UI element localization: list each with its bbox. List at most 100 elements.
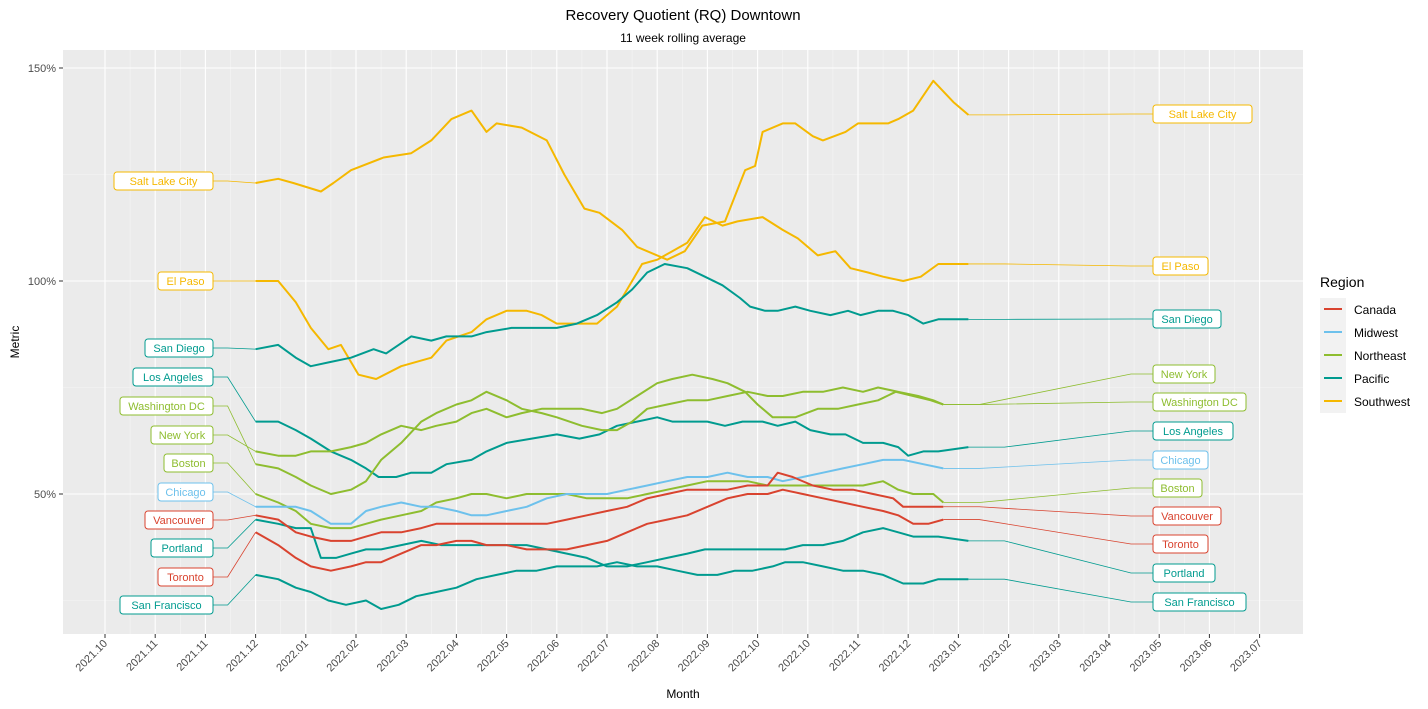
label-connector-right [968,263,1153,267]
label-box-right [1152,421,1234,441]
legend-item-canada: Canada [1320,298,1410,321]
legend-key [1320,344,1346,367]
label-connector-left [213,574,256,606]
label-box-right [1152,563,1216,583]
label-connector-right [968,430,1153,448]
legend-key-line [1324,308,1342,310]
x-tick-label: 2021.11 [174,638,210,674]
series-label-right-portland: Portland [1164,568,1205,580]
x-tick-label: 2022.03 [375,638,412,675]
x-tick-label: 2023.02 [977,638,1014,675]
x-tick-label: 2022.11 [827,638,863,674]
x-tick-label: 2022.08 [626,638,663,675]
legend-title: Region [1320,274,1365,290]
series-label-left-boston: Boston [171,458,205,470]
series-label-right-vancouver: Vancouver [1161,511,1213,523]
series-label-right-new-york: New York [1161,369,1208,381]
label-box-right [1152,534,1209,554]
legend-label: Southwest [1354,394,1411,409]
legend-label: Pacific [1354,371,1390,386]
label-connector-left [213,462,256,495]
x-axis-title: Month [666,687,699,701]
label-box-left [144,338,214,358]
x-tick-label: 2022.01 [274,638,311,675]
label-box-left [163,453,214,473]
series-label-left-los-angeles: Los Angeles [143,372,203,384]
series-label-right-los-angeles: Los Angeles [1163,426,1223,438]
legend-key [1320,390,1346,413]
x-tick-label: 2021.11 [124,638,160,674]
x-tick-label: 2022.09 [676,638,713,675]
series-label-right-salt-lake-city: Salt Lake City [1169,109,1237,121]
legend-item-southwest: Southwest [1320,390,1410,413]
label-box-right [1152,392,1247,412]
y-tick-label: 100% [28,276,56,288]
chart-subtitle: 11 week rolling average [620,31,746,45]
x-tick-label: 2021.12 [224,638,261,675]
label-connector-right [943,487,1153,503]
label-box-left [113,171,214,191]
y-tick-label: 150% [28,63,56,75]
legend-key [1320,298,1346,321]
label-connector-left [213,405,256,465]
label-connector-right [943,401,1153,405]
x-tick-label: 2023.01 [927,638,964,675]
legend-label: Northeast [1354,348,1407,363]
label-connector-right [968,113,1153,116]
series-line-san-diego [255,263,969,368]
label-connector-right [943,506,1153,517]
label-box-left [132,367,214,387]
label-connector-right [943,459,1153,469]
y-axis-title: Metric [8,326,22,359]
x-tick-label: 2022.10 [726,638,763,675]
series-label-left-san-diego: San Diego [153,343,204,355]
x-tick-label: 2023.04 [1078,638,1115,675]
series-line-washington-dc [255,386,944,495]
series-label-left-el-paso: El Paso [167,276,205,288]
legend: Region Canada Midwest Northeast Pacific Sout… [1320,274,1410,413]
legend-items: Canada Midwest Northeast Pacific Southwest [1320,298,1410,413]
label-connector-left [213,347,256,350]
label-box-left [144,510,214,530]
x-tick-label: 2022.10 [776,638,813,675]
label-connector-left [213,180,256,184]
label-box-left [150,425,214,445]
series-label-right-washington-dc: Washington DC [1161,397,1238,409]
label-box-left [119,396,214,416]
label-connector-right [968,540,1153,574]
series-label-right-el-paso: El Paso [1162,261,1200,273]
label-box-right [1152,506,1222,526]
series-label-left-washington-dc: Washington DC [128,401,205,413]
series-line-portland [255,518,969,568]
legend-key [1320,321,1346,344]
label-box-left [157,271,214,291]
label-box-left [150,538,214,558]
label-box-right [1152,592,1247,612]
label-box-right [1152,364,1216,384]
x-tick-label: 2023.07 [1228,638,1265,675]
series-label-right-san-diego: San Diego [1161,314,1212,326]
y-tick-label: 50% [34,489,56,501]
label-box-right [1152,104,1253,124]
series-line-new-york [255,373,944,457]
series-line-salt-lake-city [255,79,970,261]
legend-label: Midwest [1354,325,1399,340]
legend-key-line [1324,377,1342,379]
series-labels: Salt Lake City Salt Lake City El Paso El Pa… [113,104,1253,615]
x-tick-label: 2022.07 [576,638,613,675]
x-tick-label: 2022.05 [475,638,512,675]
series-line-toronto [255,488,944,572]
label-box-right [1152,450,1209,470]
series-label-left-vancouver: Vancouver [153,515,205,527]
series-label-left-chicago: Chicago [165,487,205,499]
legend-item-northeast: Northeast [1320,344,1410,367]
x-tick-label: 2022.02 [325,638,362,675]
x-tick-label: 2023.06 [1178,638,1215,675]
label-connector-left [213,376,256,422]
label-connector-left [213,434,256,452]
series-label-left-toronto: Toronto [167,572,204,584]
x-tick-label: 2022.06 [525,638,562,675]
x-tick-label: 2023.03 [1027,638,1064,675]
series-line-san-francisco [255,561,969,610]
